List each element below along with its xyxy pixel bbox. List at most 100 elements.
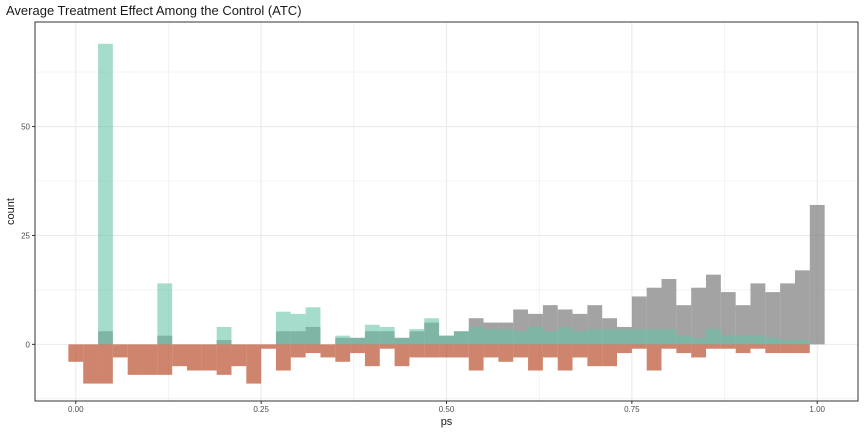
histogram-bar-unweighted	[557, 326, 573, 345]
histogram-bar-lower	[735, 344, 751, 354]
histogram-bar-lower	[290, 344, 306, 358]
y-axis-title: count	[5, 198, 17, 225]
histogram-bar-lower	[780, 344, 795, 354]
x-tick-label: 0.25	[253, 405, 269, 414]
histogram-bar-lower	[201, 344, 217, 371]
histogram-bar-weighted	[750, 283, 766, 345]
histogram-bar-lower	[691, 344, 707, 358]
histogram-bar-unweighted	[542, 331, 558, 345]
histogram-bar-lower	[794, 344, 810, 354]
histogram-bar-lower	[98, 344, 113, 384]
histogram-bar-lower	[379, 344, 395, 349]
histogram-bar-lower	[127, 344, 143, 375]
histogram-bar-unweighted	[453, 331, 469, 345]
histogram-bar-lower	[186, 344, 202, 371]
histogram-bar-unweighted	[409, 329, 425, 345]
x-tick-label: 0.00	[68, 405, 84, 414]
histogram-bar-lower	[231, 344, 247, 367]
histogram-bar-unweighted	[424, 318, 440, 345]
histogram-bar-weighted	[661, 279, 677, 345]
histogram-bar-lower	[706, 344, 721, 349]
histogram-bar-lower	[320, 344, 336, 358]
histogram-bar-unweighted	[602, 329, 618, 345]
histogram-bar-lower	[676, 344, 692, 354]
histogram-bar-weighted	[676, 305, 692, 345]
x-tick-label: 0.50	[439, 405, 455, 414]
histogram-bar-unweighted	[587, 329, 603, 345]
histogram-bar-lower	[765, 344, 781, 354]
y-tick-label: 0	[26, 340, 31, 349]
histogram-bar-unweighted	[394, 337, 410, 345]
x-tick-label: 0.75	[624, 405, 640, 414]
histogram-bar-lower	[305, 344, 321, 354]
histogram-bar-unweighted	[498, 329, 514, 345]
histogram-bar-unweighted	[157, 283, 173, 345]
histogram-bar-lower	[246, 344, 262, 384]
x-axis-title: ps	[441, 416, 453, 428]
histogram-bar-lower	[172, 344, 187, 367]
histogram-bar-lower	[602, 344, 618, 367]
histogram-bar-lower	[439, 344, 454, 358]
histogram-bar-lower	[572, 344, 588, 358]
histogram-bar-lower	[142, 344, 158, 375]
histogram-bar-unweighted	[216, 326, 232, 345]
histogram-bar-lower	[453, 344, 469, 358]
histogram-bar-lower	[409, 344, 425, 358]
histogram-bar-unweighted	[691, 337, 707, 345]
histogram-bar-unweighted	[572, 331, 588, 345]
histogram-bar-lower	[661, 344, 677, 349]
histogram-bar-lower	[68, 344, 84, 362]
histogram-bar-unweighted	[350, 337, 365, 345]
histogram-bar-lower	[335, 344, 351, 362]
histogram-bar-lower	[528, 344, 543, 371]
histogram-bar-lower	[631, 344, 647, 349]
histogram-bar-unweighted	[483, 329, 499, 345]
histogram-bar-unweighted	[364, 324, 380, 345]
histogram-bar-unweighted	[335, 335, 351, 345]
histogram-bar-unweighted	[676, 335, 692, 345]
histogram-bar-unweighted	[661, 329, 677, 345]
histogram-bar-lower	[261, 344, 276, 349]
histogram-bar-unweighted	[275, 311, 291, 345]
histogram-bar-unweighted	[617, 329, 632, 345]
histogram-bar-lower	[216, 344, 232, 375]
histogram-bar-unweighted	[631, 329, 647, 345]
histogram-bar-lower	[483, 344, 499, 358]
histogram-bar-lower	[364, 344, 380, 367]
chart-title: Average Treatment Effect Among the Contr…	[6, 3, 302, 18]
histogram-bar-unweighted	[305, 307, 321, 345]
histogram-bar-unweighted	[98, 43, 113, 345]
histogram-bar-lower	[157, 344, 173, 375]
histogram-bar-lower	[350, 344, 365, 354]
histogram-bar-unweighted	[513, 331, 529, 345]
histogram-bar-lower	[617, 344, 632, 354]
histogram-bar-unweighted	[379, 326, 395, 345]
histogram-bar-unweighted	[706, 329, 721, 345]
histogram-bar-unweighted	[646, 329, 662, 345]
histogram-bar-lower	[646, 344, 662, 371]
histogram-bar-unweighted	[439, 335, 454, 345]
histogram-bar-lower	[750, 344, 766, 349]
y-tick-label: 50	[21, 123, 30, 132]
histogram-bar-lower	[557, 344, 573, 371]
histogram-bar-lower	[542, 344, 558, 358]
histogram-bar-weighted	[735, 305, 751, 345]
histogram-bar-unweighted	[468, 326, 484, 345]
histogram-bar-lower	[498, 344, 514, 362]
histogram-bar-unweighted	[528, 326, 543, 345]
histogram-bar-lower	[112, 344, 128, 358]
histogram-bar-unweighted	[780, 340, 795, 345]
histogram-bar-lower	[513, 344, 529, 358]
histogram-bar-weighted	[765, 292, 781, 345]
histogram-bar-weighted	[691, 287, 707, 345]
histogram-bar-unweighted	[290, 313, 306, 345]
x-tick-label: 1.00	[809, 405, 825, 414]
histogram-bar-lower	[394, 344, 410, 367]
histogram-bar-unweighted	[765, 337, 781, 345]
histogram-bar-lower	[424, 344, 440, 358]
histogram-bar-unweighted	[750, 335, 766, 345]
histogram-bar-lower	[275, 344, 291, 371]
histogram-bar-unweighted	[735, 335, 751, 345]
histogram-bar-weighted	[706, 274, 721, 345]
